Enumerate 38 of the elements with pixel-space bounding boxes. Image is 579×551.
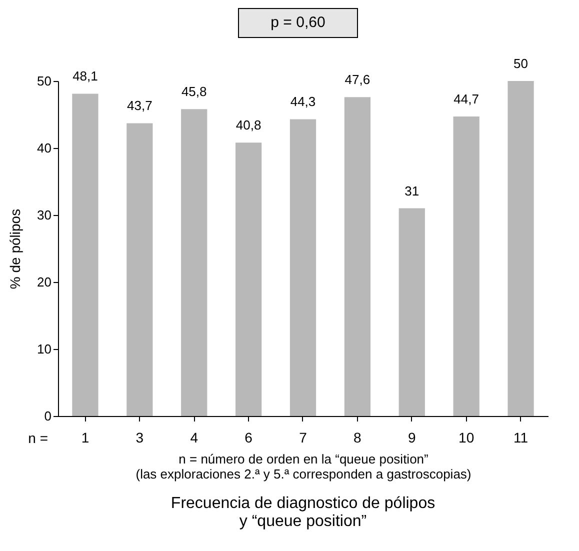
data-label: 43,7	[127, 98, 152, 114]
y-tick-label: 0	[44, 408, 52, 424]
x-tick-label: 7	[299, 430, 308, 446]
text: n =	[28, 430, 48, 446]
bar	[453, 116, 480, 416]
data-label: 44,7	[454, 92, 479, 107]
x-axis-title: n = número de orden en la “queue position” (las exploraciones 2.ª y 5.ª corresponden a gastroscopias)	[136, 452, 472, 482]
x-tick-label: 4	[190, 430, 198, 446]
x-tick-label: 10	[458, 430, 474, 446]
data-label: 45,8	[181, 84, 207, 100]
bar	[126, 123, 153, 416]
text: p = 0,60	[238, 8, 358, 38]
x-tick-label: 1	[81, 430, 90, 446]
y-tick-label: 50	[37, 74, 52, 88]
x-tick-label: 11	[514, 430, 528, 446]
bar	[235, 142, 262, 416]
bar	[508, 81, 534, 416]
data-label: 47,6	[344, 72, 370, 88]
data-label: 31	[404, 183, 420, 198]
x-tick-label: 9	[408, 430, 416, 446]
y-tick-label: 40	[37, 140, 52, 156]
bar	[398, 208, 425, 416]
x-tick-label: 6	[244, 430, 253, 446]
data-label: 40,8	[236, 118, 262, 133]
bar	[344, 97, 371, 416]
text: Frecuencia de diagnostico de pólipos y “queue position”	[170, 495, 436, 530]
data-label: 48,1	[72, 68, 98, 84]
data-label: 44,3	[290, 94, 316, 110]
y-tick-label: 30	[37, 208, 52, 222]
data-label: 50	[514, 56, 528, 71]
bar	[290, 119, 316, 416]
x-tick-label: 8	[354, 430, 362, 446]
y-axis-title: % de pólipos	[7, 208, 24, 290]
bar	[72, 94, 98, 416]
bar	[181, 109, 208, 416]
y-tick-label: 20	[37, 274, 52, 290]
y-tick-label: 10	[37, 342, 52, 356]
x-tick-label: 3	[136, 430, 144, 446]
